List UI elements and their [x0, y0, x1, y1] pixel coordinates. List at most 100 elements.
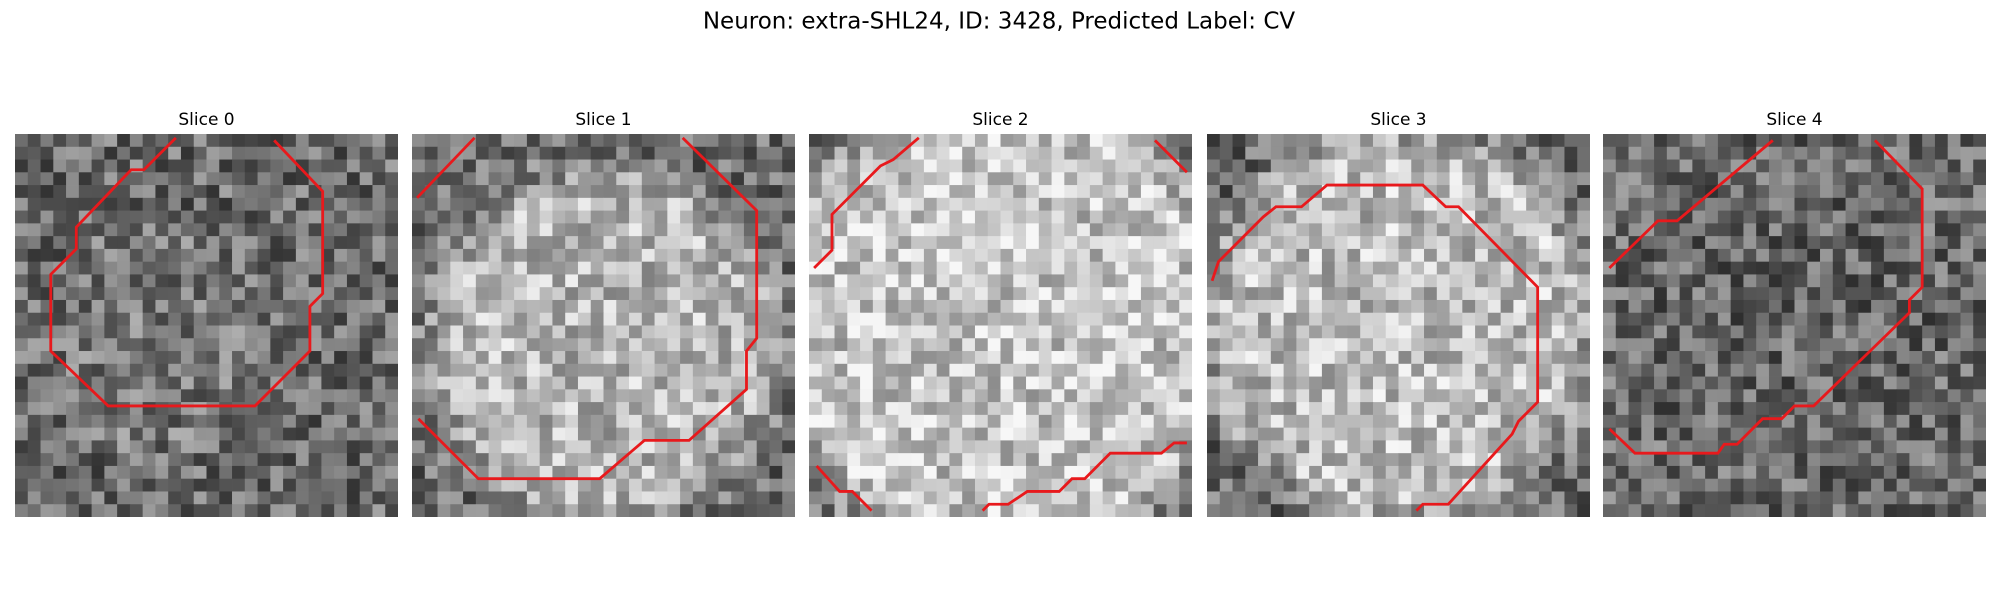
pixel: [1487, 491, 1502, 505]
pixel: [1934, 312, 1949, 326]
pixel: [1166, 491, 1180, 505]
pixel: [1385, 287, 1399, 301]
pixel: [1013, 236, 1027, 250]
pixel: [1372, 159, 1387, 173]
pixel: [911, 248, 925, 263]
pixel: [168, 478, 182, 492]
pixel: [283, 440, 297, 454]
pixel: [117, 261, 131, 275]
pixel: [1500, 185, 1514, 199]
pixel: [629, 453, 643, 467]
pixel: [295, 236, 310, 250]
pixel: [1000, 210, 1014, 224]
pixel: [1896, 427, 1910, 441]
pixel: [129, 248, 144, 263]
pixel: [526, 210, 541, 224]
pixel: [168, 210, 182, 224]
pixel: [1500, 363, 1514, 377]
pixel: [1705, 325, 1719, 339]
pixel: [295, 287, 310, 301]
pixel: [821, 146, 835, 160]
pixel: [1526, 299, 1540, 314]
pixel: [1077, 197, 1091, 211]
pixel: [359, 376, 373, 390]
pixel: [769, 351, 783, 365]
pixel: [834, 491, 848, 505]
pixel: [1089, 338, 1104, 352]
pixel: [1424, 440, 1438, 454]
pixel: [1679, 363, 1693, 377]
pixel: [142, 453, 156, 467]
pixel: [1654, 185, 1668, 199]
pixel: [1000, 325, 1014, 339]
pixel: [475, 504, 489, 517]
pixel: [911, 312, 925, 326]
pixel: [295, 491, 310, 505]
pixel: [782, 414, 795, 429]
contour: [815, 464, 873, 512]
pixel: [821, 312, 835, 326]
pixel: [949, 414, 963, 429]
pixel: [475, 414, 489, 429]
pixel: [501, 376, 515, 390]
pixel: [270, 440, 284, 454]
pixel: [1232, 146, 1246, 160]
pixel: [949, 491, 963, 505]
pixel: [756, 363, 770, 377]
pixel: [539, 146, 553, 160]
pixel: [295, 363, 310, 377]
pixel: [629, 146, 643, 160]
pixel: [206, 491, 220, 505]
pixel: [244, 504, 258, 517]
pixel: [590, 478, 604, 492]
pixel: [1385, 146, 1399, 160]
pixel: [1896, 197, 1910, 211]
pixel: [1051, 210, 1065, 224]
pixel: [1102, 363, 1116, 377]
pixel: [974, 363, 989, 377]
pixel: [359, 159, 373, 173]
pixel: [1973, 299, 1986, 314]
pixel: [346, 427, 361, 441]
pixel: [1832, 363, 1846, 377]
pixel: [424, 210, 438, 224]
pixel: [1219, 453, 1233, 467]
pixel: [552, 172, 566, 186]
pixel: [911, 504, 925, 517]
pixel: [898, 223, 912, 237]
pixel: [603, 389, 617, 403]
pixel: [1051, 440, 1065, 454]
pixel: [923, 274, 938, 288]
pixel: [860, 299, 874, 314]
pixel: [1807, 146, 1821, 160]
pixel: [809, 478, 823, 492]
pixel: [834, 223, 848, 237]
pixel: [847, 299, 861, 314]
pixel: [1372, 134, 1387, 148]
pixel: [1692, 363, 1706, 377]
pixel: [53, 287, 67, 301]
pixel: [1909, 159, 1923, 173]
pixel: [27, 376, 41, 390]
pixel: [603, 465, 617, 480]
pixel: [1730, 491, 1744, 505]
pixel: [1398, 210, 1412, 224]
pixel: [1140, 440, 1155, 454]
pixel: [1896, 185, 1910, 199]
pixel: [1487, 248, 1502, 263]
pixel: [488, 440, 502, 454]
pixel: [629, 338, 643, 352]
pixel: [78, 299, 92, 314]
pixel: [514, 491, 528, 505]
pixel: [463, 402, 477, 416]
pixel: [667, 338, 681, 352]
pixel: [654, 210, 668, 224]
pixel: [1832, 274, 1846, 288]
pixel: [1896, 453, 1910, 467]
pixel: [1179, 376, 1192, 390]
pixel: [1768, 427, 1783, 441]
pixel: [1960, 338, 1974, 352]
pixel: [308, 478, 322, 492]
pixel: [718, 465, 732, 480]
pixel: [1564, 325, 1578, 339]
